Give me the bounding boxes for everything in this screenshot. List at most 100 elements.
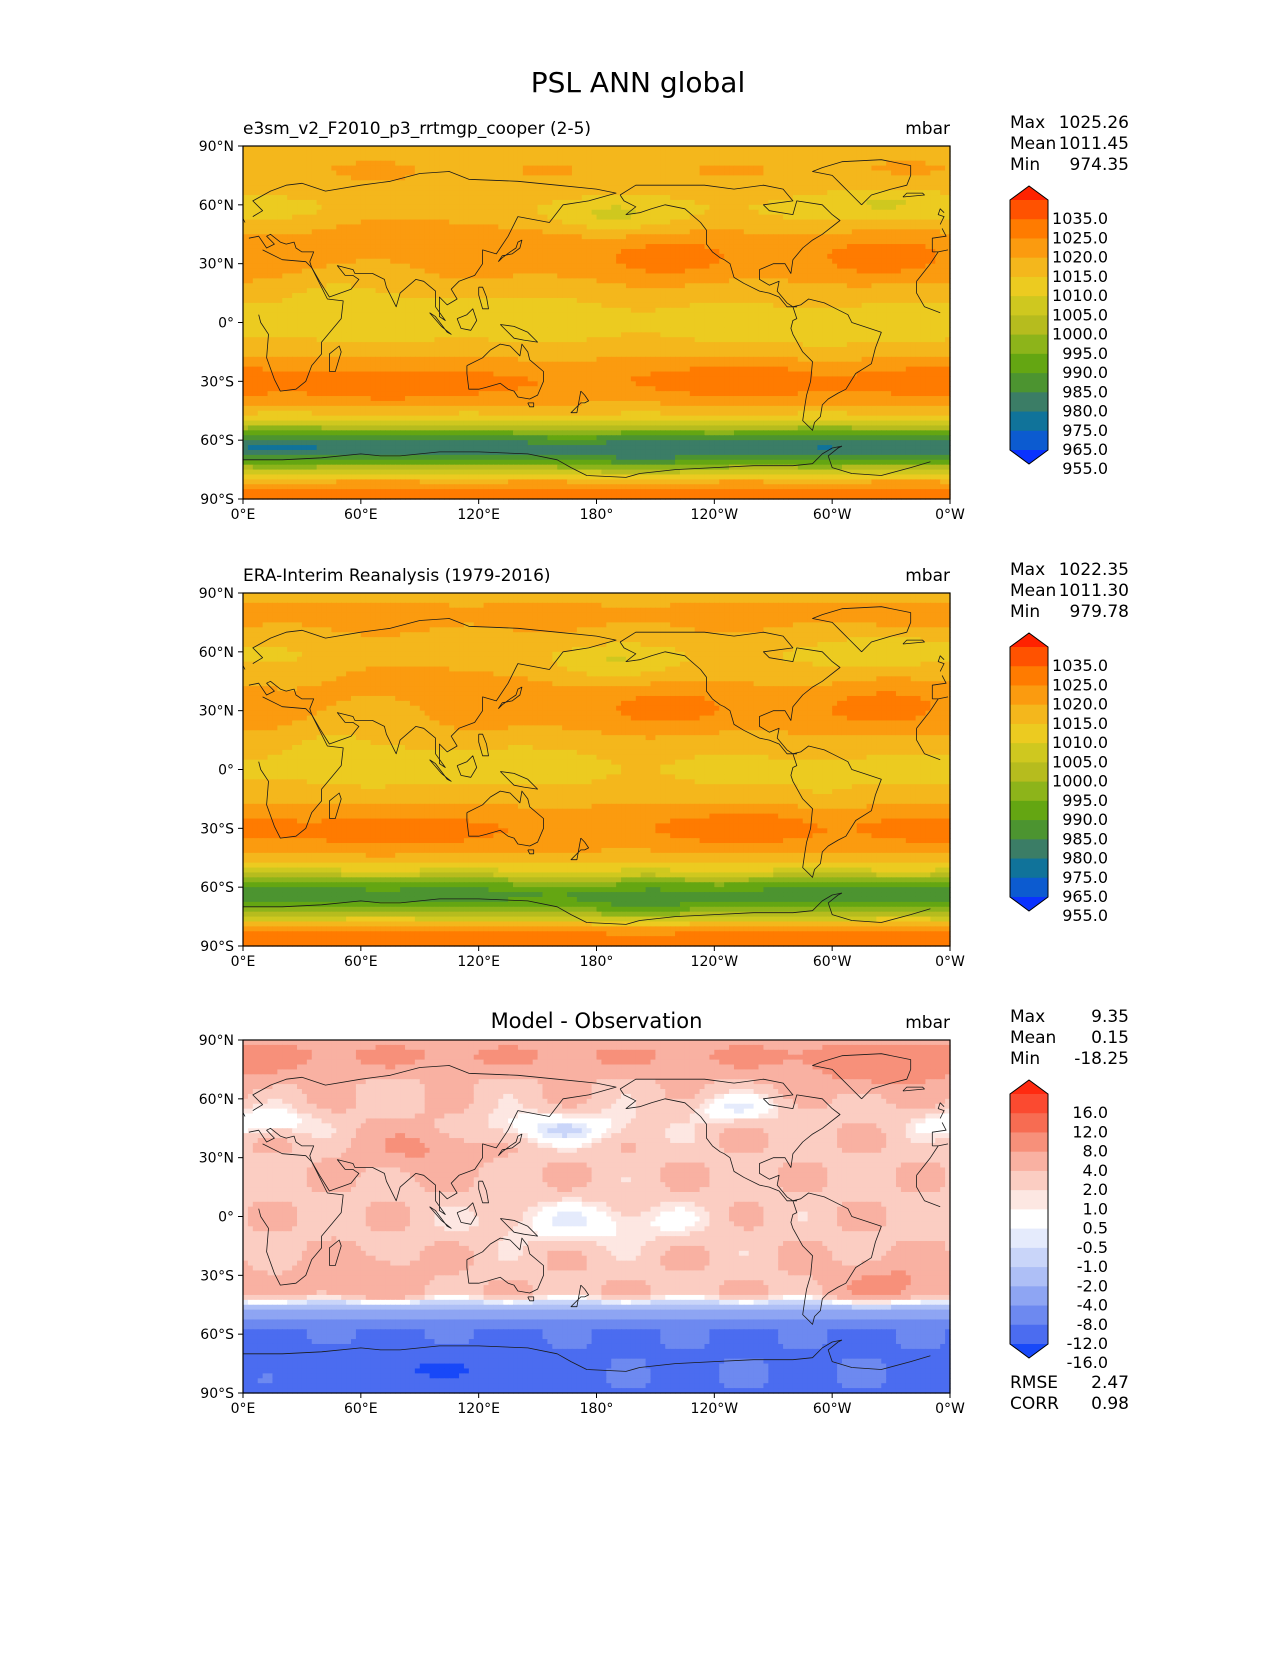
field-cell bbox=[606, 204, 612, 211]
field-cell bbox=[380, 190, 386, 196]
field-cell bbox=[792, 190, 799, 196]
field-cell bbox=[355, 273, 362, 279]
field-cell bbox=[876, 273, 882, 279]
field-cell bbox=[243, 283, 249, 289]
field-cell bbox=[621, 175, 627, 181]
field-cell bbox=[611, 199, 617, 206]
field-cell bbox=[773, 175, 779, 181]
field-cell bbox=[660, 278, 666, 284]
field-cell bbox=[478, 199, 485, 206]
field-cell bbox=[876, 204, 882, 211]
field-cell bbox=[753, 146, 760, 152]
field-cell bbox=[542, 160, 548, 167]
field-cell bbox=[532, 209, 539, 216]
field-cell bbox=[409, 312, 416, 319]
field-cell bbox=[797, 209, 804, 216]
field-cell bbox=[439, 253, 445, 260]
field-cell bbox=[714, 239, 720, 245]
field-cell bbox=[517, 229, 524, 235]
field-cell bbox=[655, 146, 661, 152]
field-cell bbox=[714, 170, 720, 177]
field-cell bbox=[311, 170, 318, 177]
field-cell bbox=[547, 150, 553, 157]
field-cell bbox=[881, 229, 887, 235]
field-cell bbox=[822, 258, 828, 265]
field-cell bbox=[321, 312, 328, 319]
field-cell bbox=[537, 224, 544, 230]
field-cell bbox=[444, 283, 450, 289]
field-cell bbox=[272, 146, 278, 152]
field-cell bbox=[385, 268, 391, 275]
field-cell bbox=[267, 195, 274, 201]
field-cell bbox=[522, 307, 529, 314]
field-cell bbox=[483, 229, 490, 235]
field-cell bbox=[787, 263, 794, 270]
field-cell bbox=[616, 214, 622, 221]
field-cell bbox=[434, 253, 440, 260]
field-cell bbox=[375, 288, 382, 294]
field-cell bbox=[640, 229, 647, 235]
field-cell bbox=[930, 170, 936, 177]
field-cell bbox=[247, 150, 254, 157]
field-cell bbox=[817, 150, 823, 157]
field-cell bbox=[945, 258, 951, 265]
field-cell bbox=[930, 160, 936, 167]
field-cell bbox=[846, 278, 853, 284]
field-cell bbox=[660, 165, 666, 172]
field-cell bbox=[414, 209, 421, 216]
field-cell bbox=[930, 293, 936, 299]
field-cell bbox=[925, 288, 931, 294]
field-cell bbox=[679, 239, 686, 245]
field-cell bbox=[316, 224, 323, 230]
field-cell bbox=[846, 165, 853, 172]
field-cell bbox=[385, 234, 391, 240]
field-cell bbox=[321, 302, 328, 309]
field-cell bbox=[429, 258, 436, 265]
field-cell bbox=[297, 146, 303, 152]
field-cell bbox=[817, 258, 823, 265]
field-cell bbox=[297, 219, 303, 226]
field-cell bbox=[905, 248, 912, 255]
field-cell bbox=[552, 312, 558, 319]
field-cell bbox=[591, 307, 598, 314]
field-cell bbox=[424, 263, 431, 270]
field-cell bbox=[488, 185, 494, 191]
field-cell bbox=[900, 293, 907, 299]
field-cell bbox=[704, 199, 711, 206]
field-cell bbox=[866, 155, 873, 162]
field-cell bbox=[738, 263, 745, 270]
field-cell bbox=[316, 190, 323, 196]
field-cell bbox=[675, 150, 681, 157]
field-cell bbox=[591, 273, 598, 279]
field-cell bbox=[616, 234, 622, 240]
field-cell bbox=[861, 224, 868, 230]
field-cell bbox=[252, 297, 259, 304]
field-cell bbox=[370, 150, 377, 157]
field-cell bbox=[802, 293, 809, 299]
field-cell bbox=[400, 165, 406, 172]
field-cell bbox=[355, 175, 362, 181]
field-cell bbox=[787, 248, 794, 255]
field-cell bbox=[360, 199, 367, 206]
field-cell bbox=[841, 165, 848, 172]
field-cell bbox=[699, 244, 706, 250]
field-cell bbox=[527, 199, 534, 206]
field-cell bbox=[640, 155, 647, 162]
field-cell bbox=[439, 165, 445, 172]
field-cell bbox=[468, 204, 475, 211]
field-cell bbox=[498, 229, 504, 235]
field-cell bbox=[675, 278, 681, 284]
field-cell bbox=[645, 204, 652, 211]
field-cell bbox=[621, 170, 627, 177]
field-cell bbox=[694, 244, 701, 250]
field-cell bbox=[925, 253, 931, 260]
field-cell bbox=[812, 273, 819, 279]
field-cell bbox=[630, 312, 637, 319]
field-cell bbox=[684, 239, 691, 245]
field-cell bbox=[552, 244, 558, 250]
field-cell bbox=[508, 268, 514, 275]
field-cell bbox=[434, 258, 440, 265]
field-cell bbox=[675, 239, 681, 245]
field-cell bbox=[679, 175, 686, 181]
field-cell bbox=[454, 248, 460, 255]
